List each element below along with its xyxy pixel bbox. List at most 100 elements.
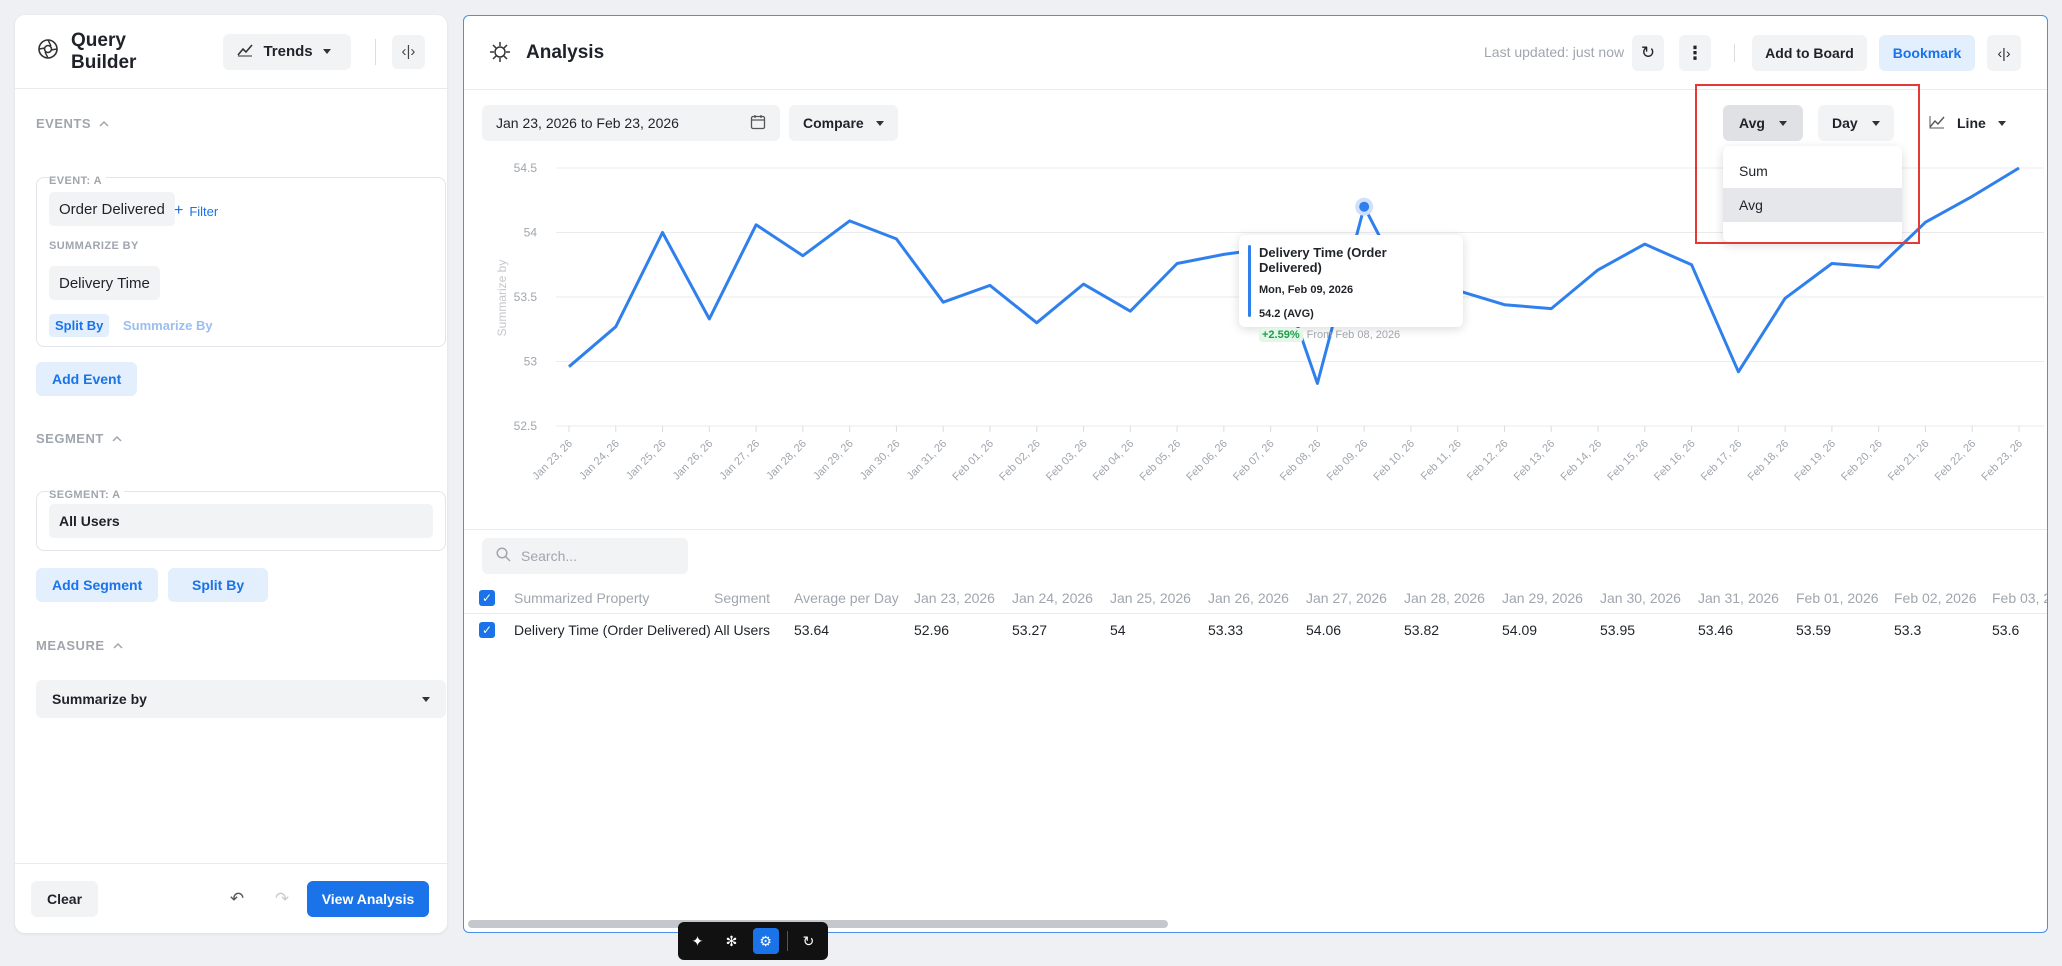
x-tick-label: Feb 11, 26 [1419,438,1464,483]
event-a-card: EVENT: A Order Delivered + Filter SUMMAR… [36,175,446,347]
segment-a-label: SEGMENT: A [49,489,125,501]
tooltip-change-row: +2.59% From Feb 08, 2026 [1259,328,1453,342]
x-tick-label: Feb 07, 26 [1231,438,1277,484]
compare-label: Compare [803,115,864,131]
column-header[interactable]: Jan 27, 2026 [1306,590,1387,606]
share-flow-button[interactable]: ↻ [796,928,822,954]
column-header[interactable]: Jan 29, 2026 [1502,590,1583,606]
add-segment-button[interactable]: Add Segment [36,568,159,602]
aggregation-menu: Sum Avg [1723,146,1902,242]
redo-button[interactable]: ↷ [265,881,299,917]
query-builder-header: Query Builder Trends ‹|› [15,15,447,89]
aggregation-label: Avg [1739,115,1765,131]
more-options-button[interactable]: ⋮ [1679,35,1711,71]
chevron-up-icon [112,435,122,442]
analysis-toggle[interactable]: ⚙ [752,928,779,954]
y-tick-label: 54.5 [514,161,538,175]
x-tick-label: Feb 03, 26 [1044,438,1090,484]
y-tick-label: 52.5 [514,419,538,433]
segment-section-label: SEGMENT [36,431,104,446]
compare-dropdown[interactable]: Compare [789,105,898,141]
aggregation-option-sum[interactable]: Sum [1739,163,1768,179]
expand-panel-button[interactable]: ‹|› [1987,35,2021,71]
add-filter-link[interactable]: + Filter [174,202,218,220]
column-header[interactable]: Jan 28, 2026 [1404,590,1485,606]
undo-icon: ↶ [229,889,245,908]
redo-icon: ↷ [274,889,290,908]
aggregation-dropdown[interactable]: Avg [1723,105,1803,141]
search-placeholder: Search... [521,548,578,564]
add-event-button[interactable]: Add Event [36,362,138,396]
chevron-down-icon [1778,120,1787,126]
column-header[interactable]: Segment [714,590,771,606]
chart-style-dropdown[interactable]: Line [1915,105,2020,141]
highlight-box [1695,84,1920,244]
x-tick-label: Feb 20, 26 [1839,438,1885,484]
chart-tooltip: Delivery Time (Order Delivered) Mon, Feb… [1239,235,1463,342]
x-tick-label: Feb 15, 26 [1605,438,1651,484]
x-tick-label: Feb 04, 26 [1091,438,1137,484]
chevron-down-icon [1871,120,1880,126]
events-section-header[interactable]: EVENTS [36,116,109,131]
column-header[interactable]: Jan 26, 2026 [1208,590,1289,606]
x-tick-label: Jan 31, 26 [905,438,950,483]
column-header[interactable]: Feb 03, 2026 [1992,590,2047,606]
column-header[interactable]: Feb 01, 2026 [1796,590,1879,606]
x-tick-label: Jan 25, 26 [624,438,669,483]
collapse-panel-button[interactable]: ‹|› [391,34,425,69]
table-cell: 52.96 [914,622,950,638]
sparkle-ai-button[interactable]: ✦ [685,928,711,954]
highlight-point [1359,201,1370,212]
interval-label: Day [1832,115,1858,131]
measure-section-label: MEASURE [36,638,105,653]
column-header[interactable]: Summarized Property [514,590,650,606]
x-tick-label: Feb 05, 26 [1138,438,1184,484]
segment-split-by-button[interactable]: Split By [168,568,269,602]
segment-section-header[interactable]: SEGMENT [36,431,122,446]
column-header[interactable]: Jan 24, 2026 [1012,590,1093,606]
x-tick-label: Feb 23, 26 [1979,438,2025,484]
select-all-checkbox[interactable]: ✓ [479,590,495,606]
chevron-down-icon [875,120,884,126]
search-icon [496,547,511,565]
refresh-icon: ↻ [1640,43,1656,62]
summarize-property-chip[interactable]: Delivery Time [49,266,160,300]
segment-a-card: SEGMENT: A All Users [36,489,446,551]
x-tick-label: Jan 23, 26 [530,438,575,483]
segment-value-chip[interactable]: All Users [49,504,433,538]
query-builder-toggle[interactable]: ✻ [719,928,745,954]
refresh-button[interactable]: ↻ [1632,35,1664,71]
table-search-input[interactable]: Search... [482,538,688,574]
event-name-chip[interactable]: Order Delivered [49,192,175,226]
column-header[interactable]: Jan 30, 2026 [1600,590,1681,606]
add-to-board-button[interactable]: Add to Board [1752,35,1867,71]
table-row: ✓ Delivery Time (Order Delivered) All Use… [464,614,2047,646]
chevron-up-icon [112,642,123,649]
analysis-title: Analysis [526,42,605,63]
date-range-picker[interactable]: Jan 23, 2026 to Feb 23, 2026 [482,105,780,141]
events-section-label: EVENTS [36,116,92,131]
interval-dropdown[interactable]: Day [1818,105,1894,141]
split-by-button[interactable]: Split By [49,314,110,337]
clear-button[interactable]: Clear [31,881,99,917]
analysis-panel: Analysis Last updated: just now ↻ ⋮ Add … [463,15,2048,933]
column-header[interactable]: Jan 31, 2026 [1698,590,1779,606]
measure-section-header[interactable]: MEASURE [36,638,123,653]
aggregation-option-avg[interactable]: Avg [1723,188,1902,222]
x-tick-label: Feb 17, 26 [1699,438,1745,484]
measure-select[interactable]: Summarize by [36,680,446,718]
column-header[interactable]: Jan 25, 2026 [1110,590,1191,606]
undo-button[interactable]: ↶ [220,881,254,917]
column-header[interactable]: Feb 02, 2026 [1894,590,1977,606]
row-checkbox[interactable]: ✓ [479,622,495,638]
x-tick-label: Feb 08, 26 [1278,438,1324,484]
y-tick-label: 54 [524,226,538,240]
column-header[interactable]: Average per Day [794,590,899,606]
summarize-by-button[interactable]: Summarize By [123,318,213,333]
view-analysis-button[interactable]: View Analysis [307,881,429,917]
column-header[interactable]: Jan 23, 2026 [914,590,995,606]
chart-type-dropdown[interactable]: Trends [223,33,351,70]
bookmark-button[interactable]: Bookmark [1879,35,1975,71]
last-updated-text: Last updated: just now [1484,44,1625,60]
